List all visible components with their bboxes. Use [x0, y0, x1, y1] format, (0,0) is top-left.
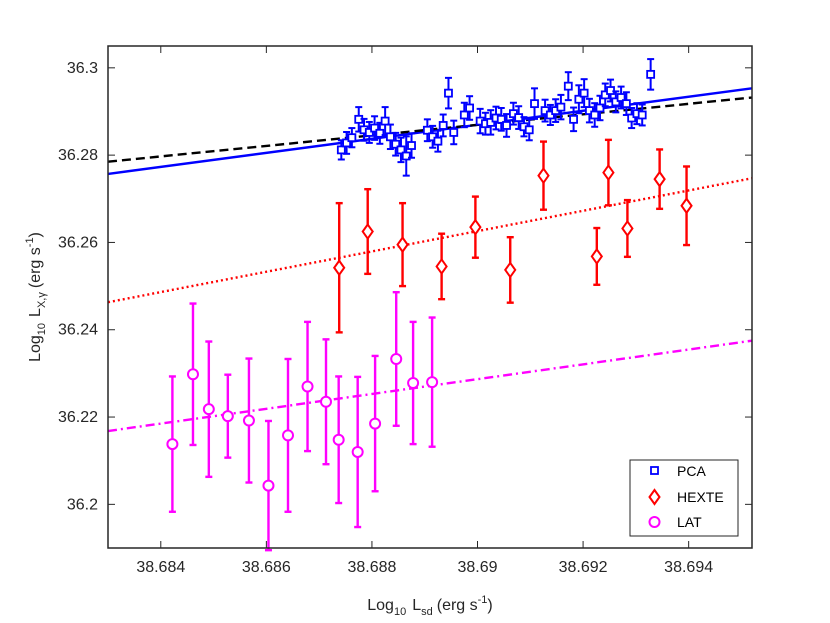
legend-label-pca: PCA	[677, 463, 706, 479]
data-point	[342, 138, 351, 148]
x-tick-label: 38.688	[347, 559, 396, 576]
data-point	[166, 438, 179, 451]
x-tick-label: 38.694	[664, 559, 713, 576]
y-tick-label: 36.3	[67, 60, 98, 77]
data-point	[390, 352, 403, 365]
y-tick-label: 36.26	[58, 234, 98, 251]
y-tick-label: 36.2	[67, 496, 98, 513]
legend-marker-hexte	[648, 488, 661, 506]
data-point	[621, 219, 634, 238]
data-point	[556, 102, 566, 112]
data-point	[579, 88, 589, 98]
data-point	[332, 433, 345, 446]
data-point	[396, 235, 409, 254]
x-tick-label: 38.692	[559, 559, 608, 576]
data-point	[569, 114, 578, 124]
data-point	[537, 166, 550, 185]
data-point	[504, 261, 517, 279]
series-lat	[166, 290, 439, 552]
data-point	[282, 429, 295, 442]
data-point	[262, 479, 275, 492]
data-point	[438, 121, 448, 130]
series-pca	[336, 58, 656, 177]
data-point	[574, 94, 584, 104]
data-point	[465, 103, 474, 113]
data-point	[637, 110, 647, 120]
data-point	[449, 128, 459, 137]
legend-label-hexte: HEXTE	[677, 489, 724, 505]
data-point	[375, 128, 385, 138]
plot-frame	[107, 45, 753, 549]
data-point	[391, 139, 401, 149]
x-tick-label: 38.686	[242, 559, 291, 576]
data-point	[653, 170, 666, 188]
data-point	[361, 222, 374, 241]
data-point	[336, 145, 346, 155]
y-axis-label: Log10LX,γ(erg s-1)	[24, 232, 48, 362]
x-axis-label: Log10 Lsd (erg s-1)	[367, 594, 493, 618]
data-point	[386, 132, 395, 142]
data-point	[396, 145, 406, 155]
data-point	[646, 69, 656, 79]
data-point	[301, 380, 314, 393]
legend-box	[629, 459, 739, 537]
data-point	[202, 403, 215, 416]
data-point	[242, 414, 255, 427]
legend-marker-pca	[650, 466, 659, 475]
data-point	[616, 93, 626, 102]
legend: PCA HEXTE LAT	[629, 459, 739, 537]
legend-marker-lat	[648, 516, 661, 528]
data-point	[459, 110, 469, 120]
data-point	[351, 445, 364, 458]
data-point	[524, 125, 534, 135]
data-point	[680, 197, 693, 215]
data-point	[621, 99, 631, 109]
data-point	[422, 125, 432, 135]
data-point	[590, 110, 600, 120]
data-point	[369, 417, 382, 430]
axis-ticks: 38.684 38.686 38.688 38.69 38.692 38.694 36.2 3…	[58, 46, 752, 576]
x-tick-label: 38.684	[136, 559, 185, 576]
legend-label-lat: LAT	[677, 514, 702, 530]
data-point	[426, 376, 439, 389]
series-layer	[166, 58, 693, 552]
data-point	[320, 395, 333, 408]
x-tick-label: 38.69	[457, 559, 497, 576]
data-point	[186, 368, 199, 381]
data-point	[530, 99, 539, 109]
data-point	[407, 376, 420, 389]
data-point	[401, 151, 411, 161]
y-tick-label: 36.22	[58, 409, 98, 426]
data-point	[332, 259, 346, 277]
series-hexte	[332, 138, 693, 334]
data-point	[563, 81, 573, 91]
fit-line-hexte-fit	[107, 177, 753, 304]
data-point	[370, 123, 379, 133]
data-point	[444, 88, 453, 98]
data-point	[502, 121, 511, 130]
data-point	[347, 133, 357, 143]
data-point	[602, 163, 615, 182]
data-point	[469, 218, 482, 236]
data-point	[595, 103, 605, 113]
y-tick-label: 36.28	[58, 147, 98, 164]
data-point	[380, 116, 390, 126]
data-point	[496, 114, 506, 124]
data-point	[590, 247, 604, 266]
data-point	[435, 257, 448, 276]
data-point	[433, 136, 443, 146]
data-point	[221, 410, 234, 423]
data-point	[407, 141, 416, 150]
y-tick-label: 36.24	[58, 322, 98, 339]
